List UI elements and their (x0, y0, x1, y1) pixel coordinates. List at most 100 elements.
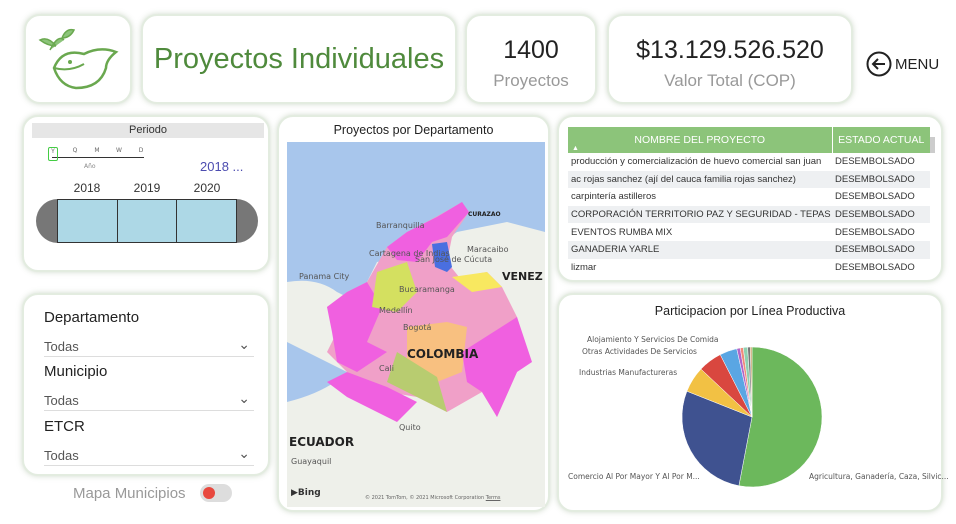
estado-cell: DESEMBOLSADO (835, 261, 915, 273)
granularity-label: Año (84, 163, 96, 170)
table-row[interactable]: GANADERIA YARLE DESEMBOLSADO (568, 240, 930, 259)
bing-logo: ▶Bing (291, 488, 321, 498)
year-2019[interactable] (117, 199, 178, 243)
dropdown-value: Todas (44, 393, 79, 408)
nombre-cell: ac rojas sanchez (ají del cauca familia … (568, 170, 832, 189)
filter-label-etcr: ETCR (44, 418, 85, 435)
table-row[interactable]: carpintería astilleros DESEMBOLSADO (568, 188, 930, 206)
pie-label: Agricultura, Ganadería, Caza, Silvic... (809, 472, 949, 481)
departamento-dropdown[interactable]: Todas ⌄ (44, 333, 254, 357)
kpi-proyectos: 1400 Proyectos (465, 14, 597, 104)
map-label: VENEZ (502, 270, 543, 283)
nombre-cell: carpintería astilleros (571, 191, 657, 203)
pie-slice[interactable] (749, 346, 753, 418)
municipio-dropdown[interactable]: Todas ⌄ (44, 387, 254, 411)
chart-title: Participacion por Línea Productiva (654, 304, 846, 318)
pie-label: Otras Actividades De Servicios (582, 347, 697, 356)
nombre-cell: lizmar (571, 261, 597, 273)
filters-panel: Departamento Todas ⌄ Municipio Todas ⌄ ETC… (22, 293, 270, 476)
etcr-dropdown[interactable]: Todas ⌄ (44, 442, 254, 466)
map-label: Bogotá (403, 323, 432, 332)
map-label: Cartagena de Indias (369, 249, 450, 258)
filter-label-municipio: Municipio (44, 363, 108, 380)
granularity-Q[interactable]: Q (72, 147, 78, 154)
title-card: Proyectos Individuales (141, 14, 457, 104)
estado-cell: DESEMBOLSADO (832, 205, 930, 224)
map-label: CURAZAO (468, 211, 501, 218)
projects-table-card: NOMBRE DEL PROYECTO ▲ ESTADO ACTUAL produc… (557, 115, 943, 282)
year-label: 2018 (73, 181, 101, 195)
chevron-down-icon: ⌄ (238, 390, 250, 406)
map-label: Panama City (299, 272, 350, 281)
periodo-slicer: Periodo Y Q M W D Año 2018 ... 2018 2019 202… (22, 115, 270, 272)
table-row[interactable]: EVENTOS RUMBA MIX DESEMBOLSADO (568, 223, 930, 241)
granularity-D[interactable]: D (138, 147, 144, 154)
map-title: Proyectos por Departamento (333, 123, 494, 137)
pie-label: Alojamiento Y Servicios De Comida (587, 335, 719, 344)
map-label: Barranquilla (376, 221, 425, 230)
back-arrow-icon (866, 51, 892, 77)
estado-cell: DESEMBOLSADO (832, 170, 930, 189)
nombre-cell: EVENTOS RUMBA MIX (571, 226, 673, 238)
mapa-municipios-toggle[interactable] (199, 484, 232, 502)
map-label: ECUADOR (289, 435, 355, 449)
colombia-map[interactable] (287, 142, 545, 507)
estado-cell: DESEMBOLSADO (835, 226, 915, 238)
kpi-label: Valor Total (COP) (664, 71, 796, 90)
year-2020[interactable] (177, 199, 238, 243)
projects-table: NOMBRE DEL PROYECTO ▲ ESTADO ACTUAL produc… (568, 127, 930, 276)
map-label: Medellín (379, 306, 413, 315)
pie-chart (681, 346, 823, 488)
pie-slice[interactable] (681, 390, 753, 487)
column-header-nombre[interactable]: NOMBRE DEL PROYECTO ▲ (568, 127, 832, 153)
kpi-value: 1400 (503, 36, 559, 64)
periodo-title: Periodo (32, 123, 264, 138)
dropdown-value: Todas (44, 339, 79, 354)
nombre-cell: CORPORACIÓN TERRITORIO PAZ Y SEGURIDAD -… (568, 205, 832, 224)
map-label: Quito (399, 423, 421, 432)
granularity-M[interactable]: M (94, 147, 100, 154)
sort-ascending-icon: ▲ (572, 145, 579, 152)
kpi-value: $13.129.526.520 (636, 36, 824, 64)
year-label: 2020 (193, 181, 221, 195)
table-row[interactable]: lizmar DESEMBOLSADO (568, 259, 930, 277)
estado-cell: DESEMBOLSADO (835, 156, 915, 168)
map-label: COLOMBIA (407, 347, 479, 361)
range-label[interactable]: 2018 ... (200, 159, 244, 174)
map-attribution: © 2021 TomTom, © 2021 Microsoft Corporat… (365, 495, 485, 501)
kpi-label: Proyectos (493, 71, 569, 90)
terms-link[interactable]: Terms (485, 495, 501, 501)
chevron-down-icon: ⌄ (238, 445, 250, 461)
dropdown-value: Todas (44, 448, 79, 463)
nombre-cell: GANADERIA YARLE (568, 240, 832, 259)
menu-button[interactable]: MENU (865, 50, 939, 78)
provider-label: Bing (297, 488, 321, 498)
estado-cell: DESEMBOLSADO (835, 191, 915, 203)
dove-logo-icon (38, 28, 119, 90)
filter-label-departamento: Departamento (44, 309, 140, 326)
table-row[interactable]: ac rojas sanchez (ají del cauca familia … (568, 170, 930, 189)
pie-slice[interactable] (738, 346, 823, 488)
map-card: Proyectos por Departamento CURAZAO Barran… (277, 115, 550, 512)
kpi-valor-total: $13.129.526.520 Valor Total (COP) (607, 14, 853, 104)
table-row[interactable]: producción y comercialización de huevo c… (568, 153, 930, 171)
page-title: Proyectos Individuales (153, 42, 445, 75)
pie-label: Industrias Manufactureras (579, 368, 678, 377)
menu-label: MENU (895, 55, 940, 73)
map-label: Maracaibo (467, 245, 509, 254)
map-label: Guayaquil (291, 457, 332, 466)
table-scrollbar[interactable] (930, 131, 935, 261)
year-label: 2019 (133, 181, 161, 195)
chevron-down-icon: ⌄ (238, 336, 250, 352)
nombre-cell: producción y comercialización de huevo c… (571, 156, 822, 168)
map-label: Bucaramanga (399, 285, 455, 294)
map-label: Cali (379, 364, 394, 373)
table-row[interactable]: CORPORACIÓN TERRITORIO PAZ Y SEGURIDAD -… (568, 205, 930, 224)
granularity-Y[interactable]: Y (48, 147, 58, 161)
estado-cell: DESEMBOLSADO (832, 240, 930, 259)
logo (24, 14, 132, 104)
year-2018[interactable] (57, 199, 118, 243)
column-header-estado[interactable]: ESTADO ACTUAL (831, 127, 930, 153)
toggle-label: Mapa Municipios (73, 484, 186, 502)
granularity-W[interactable]: W (116, 147, 122, 154)
